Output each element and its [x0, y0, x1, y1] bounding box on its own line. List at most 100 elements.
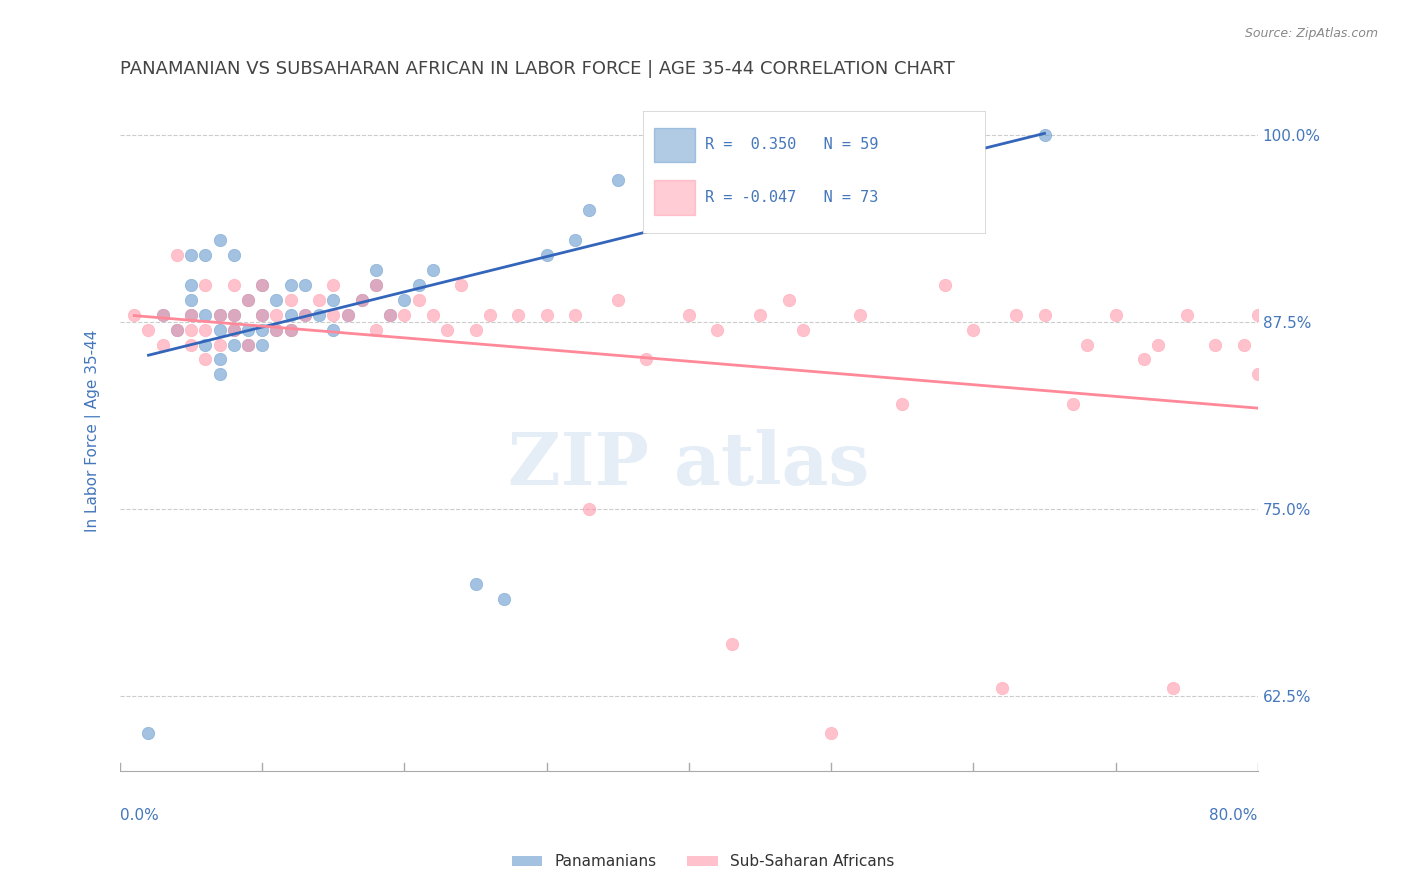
Point — [564, 233, 586, 247]
Point — [266, 322, 288, 336]
Point — [166, 322, 188, 336]
Point — [194, 308, 217, 322]
Point — [280, 322, 302, 336]
Point — [536, 308, 558, 322]
Point — [138, 726, 160, 740]
Point — [308, 308, 330, 322]
Point — [962, 322, 984, 336]
Point — [280, 277, 302, 292]
Point — [380, 308, 402, 322]
Point — [820, 158, 842, 172]
Point — [848, 308, 870, 322]
Text: ZIP atlas: ZIP atlas — [509, 429, 869, 500]
Point — [180, 337, 202, 351]
Point — [891, 143, 914, 157]
Point — [208, 308, 231, 322]
Point — [464, 322, 486, 336]
Point — [236, 322, 259, 336]
Point — [222, 337, 245, 351]
Point — [208, 368, 231, 382]
Point — [778, 293, 800, 307]
Point — [1104, 308, 1126, 322]
Point — [1175, 308, 1198, 322]
Point — [236, 293, 259, 307]
Point — [1204, 337, 1226, 351]
Point — [364, 262, 387, 277]
Point — [478, 308, 501, 322]
Point — [252, 277, 274, 292]
Point — [236, 293, 259, 307]
Point — [564, 308, 586, 322]
Point — [180, 248, 202, 262]
Point — [578, 202, 600, 217]
Point — [364, 277, 387, 292]
Point — [180, 308, 202, 322]
Y-axis label: In Labor Force | Age 35-44: In Labor Force | Age 35-44 — [86, 329, 101, 532]
Point — [364, 322, 387, 336]
Point — [322, 277, 344, 292]
Point — [152, 308, 174, 322]
Point — [1247, 368, 1270, 382]
Point — [252, 308, 274, 322]
Point — [138, 322, 160, 336]
Point — [194, 352, 217, 367]
Point — [166, 248, 188, 262]
Point — [222, 248, 245, 262]
Point — [1033, 128, 1056, 142]
Point — [350, 293, 373, 307]
Point — [180, 277, 202, 292]
Point — [280, 322, 302, 336]
Point — [322, 308, 344, 322]
Point — [236, 337, 259, 351]
Point — [308, 293, 330, 307]
Point — [636, 352, 658, 367]
Point — [494, 801, 516, 815]
Point — [152, 337, 174, 351]
Point — [294, 308, 316, 322]
Point — [749, 143, 772, 157]
Point — [436, 322, 458, 336]
Point — [208, 322, 231, 336]
Point — [252, 337, 274, 351]
Point — [266, 293, 288, 307]
Point — [208, 337, 231, 351]
Text: Source: ZipAtlas.com: Source: ZipAtlas.com — [1244, 27, 1378, 40]
Point — [891, 397, 914, 411]
Point — [294, 308, 316, 322]
Point — [1133, 352, 1156, 367]
Point — [1005, 308, 1028, 322]
Point — [606, 293, 628, 307]
Point — [1247, 308, 1270, 322]
Point — [122, 308, 145, 322]
Point — [252, 322, 274, 336]
Point — [578, 502, 600, 516]
Text: 80.0%: 80.0% — [1209, 808, 1258, 823]
Point — [266, 308, 288, 322]
Point — [364, 277, 387, 292]
Point — [1233, 337, 1256, 351]
Point — [180, 308, 202, 322]
Point — [294, 277, 316, 292]
Point — [336, 308, 359, 322]
Point — [450, 277, 472, 292]
Point — [408, 293, 430, 307]
Point — [678, 158, 700, 172]
Point — [678, 308, 700, 322]
Point — [194, 248, 217, 262]
Point — [1033, 308, 1056, 322]
Point — [934, 277, 956, 292]
Point — [208, 308, 231, 322]
Point — [380, 308, 402, 322]
Point — [464, 576, 486, 591]
Point — [408, 277, 430, 292]
Point — [222, 322, 245, 336]
Point — [606, 173, 628, 187]
Point — [194, 277, 217, 292]
Point — [166, 322, 188, 336]
Point — [706, 173, 728, 187]
Point — [1062, 397, 1084, 411]
Point — [792, 322, 814, 336]
Point — [236, 337, 259, 351]
Point — [208, 352, 231, 367]
Legend: Panamanians, Sub-Saharan Africans: Panamanians, Sub-Saharan Africans — [506, 848, 900, 875]
